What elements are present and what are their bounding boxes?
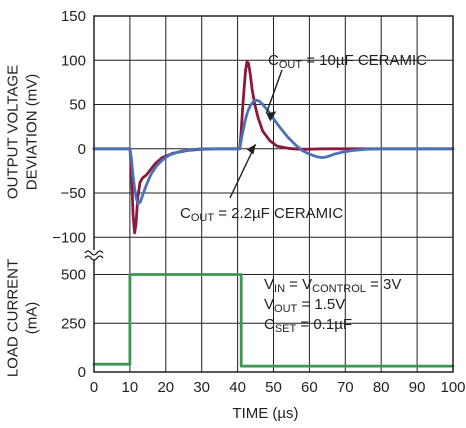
annotation-10uf: COUT = 10µF CERAMIC xyxy=(268,52,427,71)
x-tick-label: 40 xyxy=(229,379,246,396)
condition-line-1: VOUT = 1.5V xyxy=(264,296,345,315)
frame-layer xyxy=(84,15,454,373)
load_current-y-tick-label: 500 xyxy=(61,267,86,284)
x-tick-label: 20 xyxy=(157,379,174,396)
output_voltage-y-tick-label: −100 xyxy=(52,229,86,246)
output_voltage-y-tick-label: 100 xyxy=(61,52,86,69)
plot-frame xyxy=(93,15,454,373)
load_current-y-tick-label: 250 xyxy=(61,315,86,332)
x-tick-label: 30 xyxy=(193,379,210,396)
output_voltage-y-tick-label: 50 xyxy=(69,97,86,114)
x-tick-label: 80 xyxy=(373,379,390,396)
grid-layer xyxy=(94,16,453,372)
x-tick-label: 10 xyxy=(122,379,139,396)
load_current-y-tick-label: 0 xyxy=(78,364,86,381)
voltage-y-axis-label-line: DEVIATION (mV) xyxy=(24,74,41,190)
voltage-y-axis-label: OUTPUT VOLTAGE DEVIATION (mV) xyxy=(5,65,41,199)
x-tick-label: 50 xyxy=(265,379,282,396)
axis-break-mark-upper xyxy=(84,250,104,256)
x-tick-label: 100 xyxy=(440,379,465,396)
axis-break-mark-lower xyxy=(84,255,104,261)
load_current-series-0-line xyxy=(92,273,455,368)
output_voltage-y-tick-label: −50 xyxy=(61,185,86,202)
annotation-10uf-arrowhead xyxy=(266,111,277,122)
current-y-axis-label-line: LOAD CURRENT xyxy=(5,259,22,377)
x-tick-label: 90 xyxy=(409,379,426,396)
output_voltage-series-1-line xyxy=(92,98,455,206)
annotation-2-2uf-leader xyxy=(229,144,257,199)
condition-line-2: CSET = 0.1µF xyxy=(264,316,352,335)
x-tick-label: 70 xyxy=(337,379,354,396)
annotation-2-2uf: COUT = 2.2µF CERAMIC xyxy=(180,205,343,224)
annotation-10uf-leader xyxy=(265,69,283,114)
output_voltage-y-tick-label: 0 xyxy=(78,141,86,158)
annotation-2-2uf-arrowhead xyxy=(246,144,256,155)
x-tick-label: 0 xyxy=(90,379,98,396)
current-y-axis-label: LOAD CURRENT (mA) xyxy=(5,259,41,377)
x-axis-label: TIME (µs) xyxy=(232,405,298,422)
x-tick-label: 60 xyxy=(301,379,318,396)
series-layer xyxy=(92,60,455,368)
voltage-y-axis-label-line: OUTPUT VOLTAGE xyxy=(5,65,22,199)
current-y-axis-label-line: (mA) xyxy=(24,302,41,335)
condition-line-0: VIN = VCONTROL = 3V xyxy=(264,276,401,295)
axis-break-gap xyxy=(84,250,98,260)
output_voltage-y-tick-label: 150 xyxy=(61,8,86,25)
